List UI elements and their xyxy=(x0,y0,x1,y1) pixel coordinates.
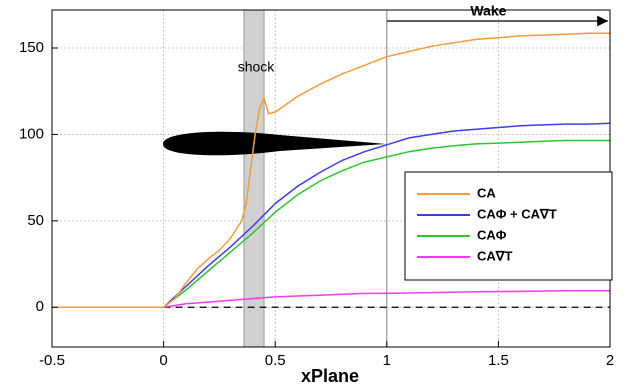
y-tick-label: 0 xyxy=(36,298,44,315)
shock-label: shock xyxy=(238,59,276,75)
x-tick-label: 0.5 xyxy=(265,352,286,369)
x-tick-label: 1.5 xyxy=(488,352,509,369)
legend-label: CAΦ + CA∇T xyxy=(477,206,557,221)
legend-box xyxy=(404,171,613,281)
y-tick-label: 100 xyxy=(19,125,44,142)
x-tick-label: 1 xyxy=(383,352,391,369)
series-line xyxy=(52,290,610,309)
legend-label: CA∇T xyxy=(477,248,512,263)
x-tick-label: 0 xyxy=(159,352,167,369)
x-axis-label: xPlane xyxy=(301,366,359,386)
wake-label: Wake xyxy=(470,3,506,19)
x-tick-label: -0.5 xyxy=(39,352,65,369)
series-line xyxy=(52,139,610,309)
legend-label: CAΦ xyxy=(477,227,507,242)
airfoil xyxy=(163,131,386,156)
series-line xyxy=(52,122,611,309)
series-line xyxy=(52,32,610,309)
legend-label: CA xyxy=(477,185,496,200)
y-tick-label: 50 xyxy=(27,212,44,229)
x-tick-label: 2 xyxy=(606,352,614,369)
y-tick-label: 150 xyxy=(19,39,44,56)
